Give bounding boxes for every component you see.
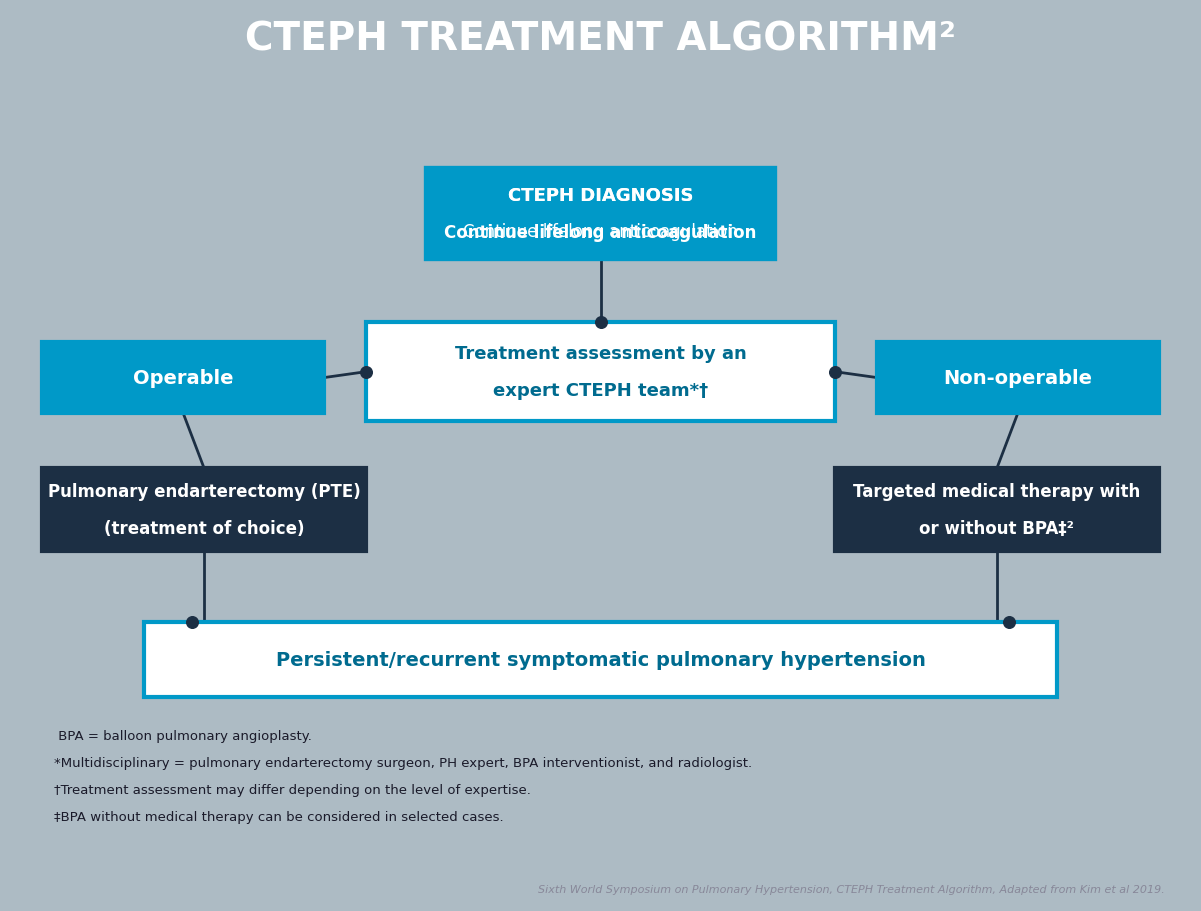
FancyBboxPatch shape (835, 469, 1159, 552)
Text: Sixth World Symposium on Pulmonary Hypertension, CTEPH Treatment Algorithm, Adap: Sixth World Symposium on Pulmonary Hyper… (538, 885, 1165, 894)
FancyBboxPatch shape (42, 343, 324, 414)
Text: ‡BPA without medical therapy can be considered in selected cases.: ‡BPA without medical therapy can be cons… (54, 810, 503, 823)
Text: Targeted medical therapy with: Targeted medical therapy with (853, 483, 1141, 501)
Text: Continue lifelong anticoagulation: Continue lifelong anticoagulation (444, 224, 757, 242)
Text: Operable: Operable (133, 369, 233, 387)
Text: Continue lifelong anticoagulation: Continue lifelong anticoagulation (464, 222, 737, 241)
Text: CTEPH TREATMENT ALGORITHM²: CTEPH TREATMENT ALGORITHM² (245, 20, 956, 58)
Text: †Treatment assessment may differ depending on the level of expertise.: †Treatment assessment may differ dependi… (54, 783, 531, 796)
FancyBboxPatch shape (426, 169, 775, 260)
Text: Pulmonary endarterectomy (PTE): Pulmonary endarterectomy (PTE) (48, 483, 360, 501)
Point (825, 365, 844, 380)
Text: or without BPA‡²: or without BPA‡² (920, 520, 1074, 537)
Text: expert CTEPH team*†: expert CTEPH team*† (492, 382, 709, 400)
Point (357, 365, 376, 380)
Text: Non-operable: Non-operable (943, 369, 1093, 387)
Text: CTEPH DIAGNOSIS: CTEPH DIAGNOSIS (508, 187, 693, 205)
FancyBboxPatch shape (366, 322, 835, 422)
Text: Persistent/recurrent symptomatic pulmonary hypertension: Persistent/recurrent symptomatic pulmona… (275, 650, 926, 670)
Text: CTEPH DIAGNOSIS: CTEPH DIAGNOSIS (508, 187, 693, 205)
FancyBboxPatch shape (426, 169, 775, 260)
Text: BPA = balloon pulmonary angioplasty.: BPA = balloon pulmonary angioplasty. (54, 729, 312, 742)
Text: Treatment assessment by an: Treatment assessment by an (455, 344, 746, 363)
FancyBboxPatch shape (42, 469, 366, 552)
FancyBboxPatch shape (877, 343, 1159, 414)
Point (999, 616, 1018, 630)
Point (591, 315, 610, 330)
Point (183, 616, 202, 630)
Text: (treatment of choice): (treatment of choice) (104, 520, 304, 537)
Text: *Multidisciplinary = pulmonary endarterectomy surgeon, PH expert, BPA interventi: *Multidisciplinary = pulmonary endartere… (54, 756, 752, 769)
FancyBboxPatch shape (144, 623, 1057, 698)
